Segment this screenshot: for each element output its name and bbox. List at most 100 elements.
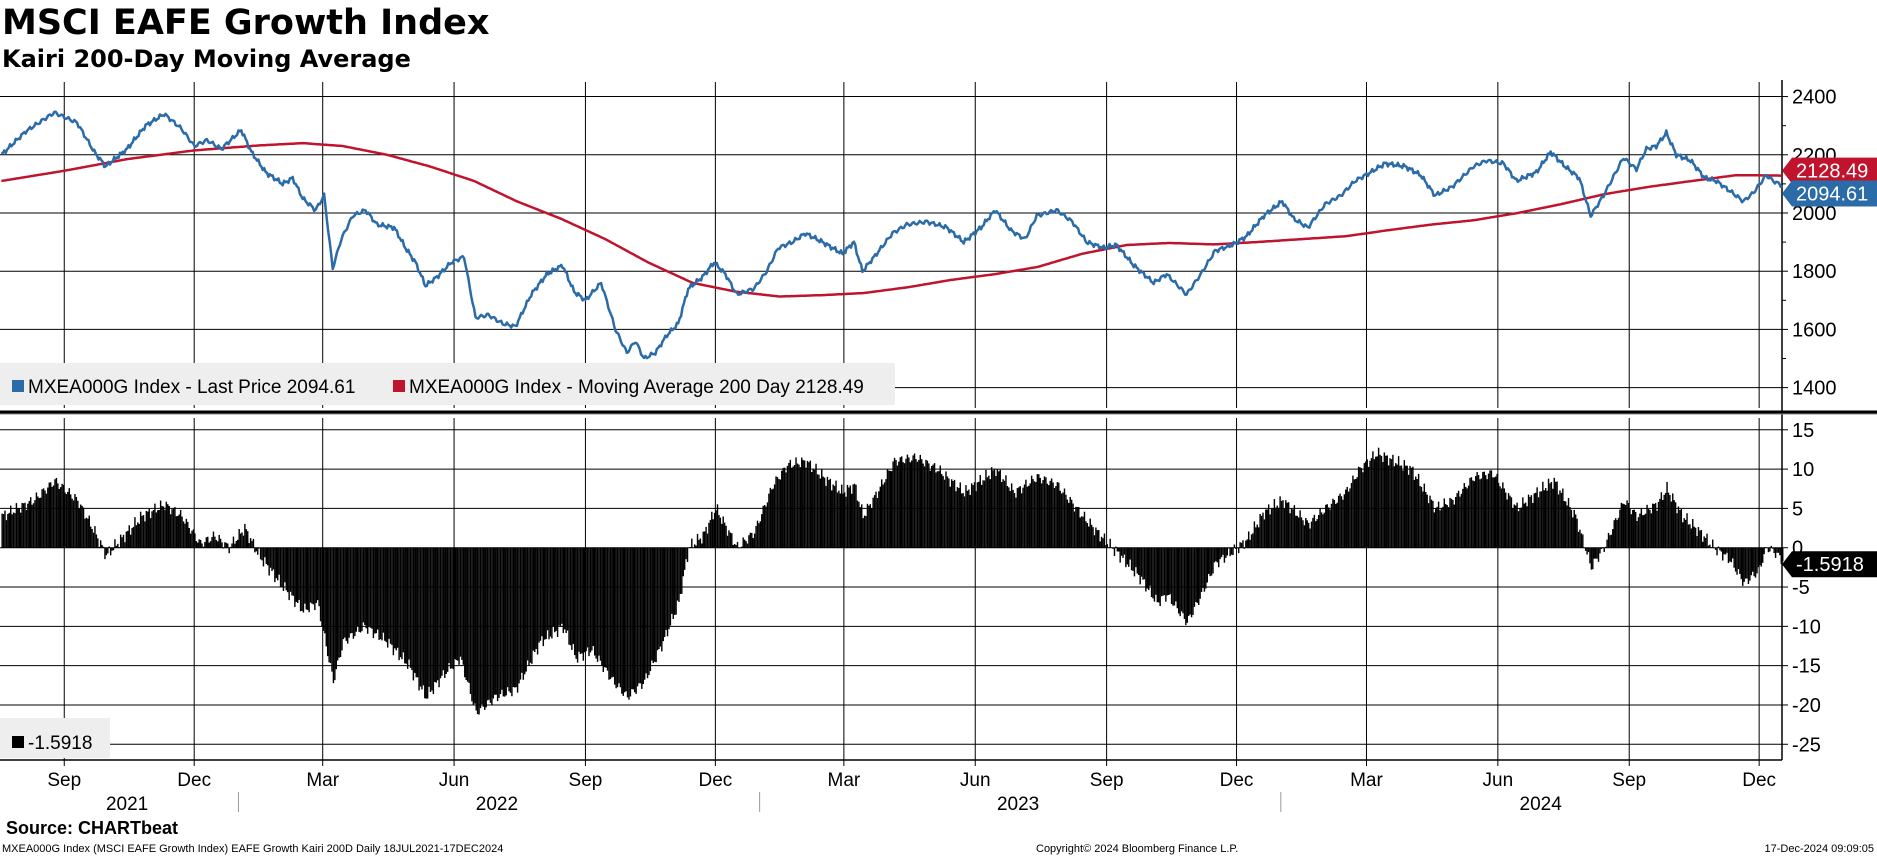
kairi-bar xyxy=(1000,481,1003,548)
kairi-bar xyxy=(1283,508,1286,548)
kairi-bar xyxy=(57,483,59,548)
kairi-bar xyxy=(1006,485,1009,548)
kairi-bar xyxy=(348,547,350,638)
kairi-bar xyxy=(1229,547,1231,557)
kairi-bar xyxy=(354,547,356,637)
kairi-bar xyxy=(618,547,620,684)
kairi-bar xyxy=(602,547,604,673)
kairi-bar xyxy=(35,492,38,548)
kairi-bar xyxy=(294,547,296,607)
kairi-bar xyxy=(328,547,330,663)
kairi-bar xyxy=(623,547,626,693)
kairi-bar xyxy=(1419,486,1421,548)
kairi-bar xyxy=(1362,472,1364,548)
kairi-bar xyxy=(1427,503,1430,548)
kairi-bar xyxy=(378,547,380,640)
kairi-bar xyxy=(1557,494,1560,548)
kairi-bar xyxy=(1220,547,1223,558)
kairi-bar xyxy=(476,547,479,715)
kairi-bar xyxy=(544,547,546,640)
kairi-bar xyxy=(1429,495,1431,548)
kairi-bar xyxy=(1637,517,1640,548)
kairi-bar xyxy=(1066,499,1069,548)
kairi-bar xyxy=(99,540,102,548)
kairi-bar xyxy=(572,547,575,645)
kairi-bar xyxy=(1306,520,1308,548)
x-year-label: 2024 xyxy=(1520,794,1563,815)
kairi-bar xyxy=(996,468,999,548)
kairi-bar xyxy=(462,547,465,665)
kairi-y-tick-label: 10 xyxy=(1792,459,1814,481)
kairi-bar xyxy=(1305,517,1307,548)
kairi-bar xyxy=(471,547,473,702)
kairi-bar xyxy=(626,547,629,698)
kairi-bar xyxy=(1450,498,1453,548)
kairi-bar xyxy=(955,491,957,548)
kairi-bar xyxy=(1040,483,1043,548)
kairi-bar xyxy=(1380,455,1383,548)
kairi-bar xyxy=(1704,537,1707,548)
x-tick-label: Sep xyxy=(47,770,81,791)
kairi-bar xyxy=(738,547,740,549)
kairi-bar xyxy=(1280,500,1283,548)
last-price-legend-label: MXEA000G Index - Last Price 2094.61 xyxy=(28,377,355,398)
kairi-bar xyxy=(362,547,365,623)
x-year-label: 2021 xyxy=(106,794,148,815)
kairi-bar xyxy=(1417,473,1420,548)
kairi-bar xyxy=(244,523,246,548)
kairi-bar xyxy=(1467,485,1470,548)
kairi-bar xyxy=(1009,491,1011,548)
price-y-tick-label: 1800 xyxy=(1792,261,1837,283)
moving-average-legend-label: MXEA000G Index - Moving Average 200 Day … xyxy=(409,377,864,398)
kairi-bar xyxy=(1356,477,1358,548)
kairi-bar xyxy=(749,532,752,548)
kairi-bar xyxy=(1524,502,1527,548)
kairi-bar xyxy=(742,537,744,548)
kairi-bar xyxy=(98,546,100,548)
kairi-bar xyxy=(1367,466,1370,548)
kairi-bar xyxy=(1652,503,1654,548)
kairi-bar xyxy=(736,541,739,548)
kairi-bar xyxy=(458,547,460,665)
kairi-bar xyxy=(489,547,492,703)
kairi-bar xyxy=(959,482,961,548)
kairi-bar xyxy=(181,516,183,548)
kairi-bar xyxy=(693,544,696,548)
kairi-bar xyxy=(1012,489,1014,548)
kairi-bar xyxy=(501,547,503,690)
kairi-bar xyxy=(1762,547,1764,563)
kairi-bar xyxy=(114,539,116,548)
kairi-bar xyxy=(1643,514,1645,548)
kairi-bar xyxy=(1059,490,1061,548)
kairi-bar xyxy=(836,492,839,548)
kairi-bar xyxy=(1439,510,1441,548)
kairi-bar xyxy=(532,547,535,651)
kairi-bar xyxy=(485,547,487,708)
kairi-bar xyxy=(849,485,852,548)
kairi-bar xyxy=(859,507,862,548)
kairi-bar xyxy=(561,547,563,624)
kairi-bar xyxy=(1472,480,1474,548)
kairi-bar xyxy=(825,485,827,548)
kairi-bar xyxy=(526,547,529,661)
x-tick-label: Dec xyxy=(698,770,732,791)
kairi-bar xyxy=(1243,547,1246,549)
kairi-bar xyxy=(571,547,573,650)
kairi-bar xyxy=(291,547,293,596)
kairi-bar xyxy=(409,547,412,668)
kairi-bar xyxy=(1742,547,1744,586)
kairi-bar xyxy=(1023,484,1026,548)
x-tick-label: Mar xyxy=(306,770,339,791)
kairi-bar xyxy=(635,547,637,694)
kairi-bar xyxy=(982,480,984,548)
kairi-bar xyxy=(412,547,415,681)
kairi-bar xyxy=(356,547,359,627)
kairi-bar xyxy=(1617,517,1620,548)
kairi-bar xyxy=(441,547,443,676)
kairi-bar xyxy=(1225,547,1227,558)
kairi-bar xyxy=(429,547,432,693)
kairi-bar xyxy=(395,547,397,651)
kairi-bar xyxy=(1230,547,1233,555)
kairi-bar xyxy=(142,515,145,548)
kairi-bar xyxy=(1239,542,1241,548)
